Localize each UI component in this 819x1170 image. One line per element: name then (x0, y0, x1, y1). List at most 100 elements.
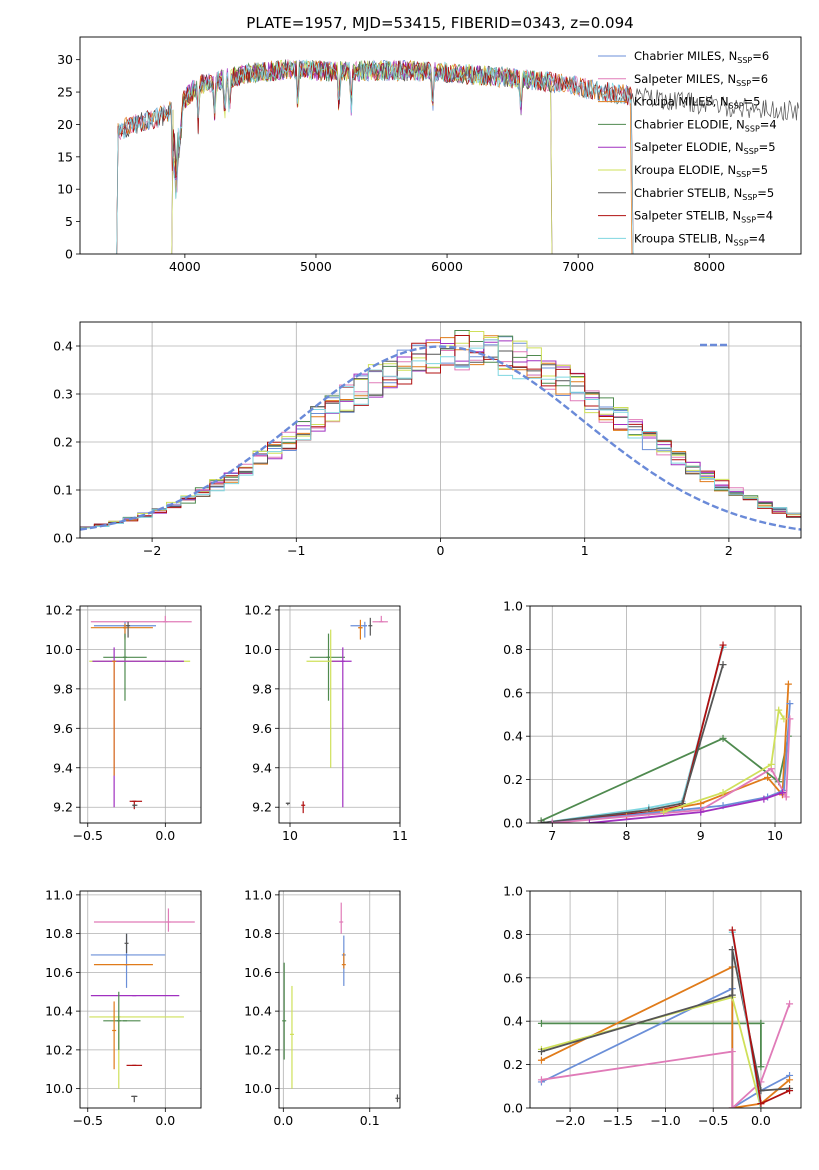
histogram-series-line (80, 348, 801, 529)
y-tick-label: 0.4 (503, 1014, 523, 1029)
x-tick-label: −0.5 (698, 1113, 728, 1128)
legend-entry: Chabrier STELIB, NSSP=5 (634, 186, 774, 202)
legend-entry: Chabrier ELODIE, NSSP=4 (634, 117, 777, 133)
data-point-marker (719, 789, 727, 797)
x-tick-label: 2 (725, 543, 733, 558)
histogram-series-line (80, 335, 801, 529)
y-tick-label: 0.8 (503, 927, 523, 942)
y-tick-label: 10.2 (45, 602, 73, 617)
y-tick-label: 0.1 (53, 483, 73, 498)
y-tick-label: 1.0 (503, 599, 523, 614)
series-line (541, 965, 791, 1108)
data-point-marker (728, 926, 736, 934)
y-tick-label: 9.4 (252, 760, 272, 775)
y-tick-label: 10.0 (244, 1081, 272, 1096)
series-line (540, 664, 724, 823)
y-tick-label: 30 (57, 52, 73, 67)
axes-frame (79, 890, 202, 1109)
y-tick-label: 0.0 (503, 816, 523, 831)
y-tick-label: 5 (65, 214, 73, 229)
y-tick-label: 0.0 (53, 531, 73, 546)
legend-entry: Salpeter STELIB, NSSP=4 (634, 209, 773, 225)
y-tick-label: 9.6 (53, 721, 73, 736)
data-point-marker (537, 1048, 545, 1056)
y-tick-label: 9.6 (252, 721, 272, 736)
y-tick-label: 9.8 (252, 681, 272, 696)
spectrum-series-line (116, 58, 634, 254)
y-tick-label: 10.4 (45, 1004, 73, 1019)
data-point-marker (719, 661, 727, 669)
y-tick-label: 25 (57, 85, 73, 100)
legend-entry: Kroupa ELODIE, NSSP=5 (634, 163, 768, 179)
data-point-marker (778, 789, 786, 797)
y-tick-label: 10.4 (244, 1004, 272, 1019)
spectrum-series-line (171, 60, 553, 254)
data-point-marker (537, 1019, 545, 1027)
y-tick-label: 1.0 (503, 884, 523, 899)
data-point-marker (760, 795, 768, 803)
x-tick-label: −1.5 (603, 1113, 633, 1128)
x-tick-label: 6000 (431, 259, 463, 274)
x-tick-label: 11 (392, 828, 408, 843)
residual-histogram-panel: −2 −1 0 1 2 0.0 0.1 0.2 0.3 0.4 (53, 321, 802, 558)
series-line (589, 791, 783, 823)
x-tick-label: 1 (581, 543, 589, 558)
axes-frame (79, 321, 802, 539)
data-point-marker (775, 706, 783, 714)
data-point-marker (784, 680, 792, 688)
data-point-marker (697, 808, 705, 816)
y-tick-label: 0.2 (503, 772, 523, 787)
spectrum-series-line (116, 60, 634, 254)
data-point-marker (767, 760, 775, 768)
axes-frame (278, 890, 401, 1109)
data-point-marker (537, 1056, 545, 1064)
y-tick-label: 0.0 (503, 1101, 523, 1116)
mass-vs-ebv-panel: 0.0 0.1 10.0 10.2 10.4 10.6 10.8 11.0 (244, 887, 401, 1128)
y-tick-label: 0 (65, 247, 73, 262)
axes-frame (79, 36, 802, 255)
x-tick-label: 7000 (562, 259, 594, 274)
y-tick-label: 9.4 (53, 760, 73, 775)
axes-frame (529, 605, 802, 824)
x-tick-label: 8 (623, 828, 631, 843)
x-tick-label: 0.0 (273, 1113, 293, 1128)
series-line (540, 646, 724, 823)
y-tick-label: 10 (57, 182, 73, 197)
y-tick-label: 10.2 (244, 1042, 272, 1057)
x-tick-label: −0.5 (73, 828, 103, 843)
x-tick-label: −1.0 (650, 1113, 680, 1128)
age-vs-mass-panel: 10 11 9.2 9.4 9.6 9.8 10.0 10.2 (244, 602, 408, 843)
data-point-marker (728, 1048, 736, 1056)
x-tick-label: 0 (437, 543, 445, 558)
data-point-marker (537, 819, 545, 823)
x-tick-label: 4000 (169, 259, 201, 274)
data-point-marker (764, 773, 772, 781)
data-point-marker (585, 819, 593, 823)
data-point-marker (728, 991, 736, 999)
y-tick-label: 0.6 (503, 970, 523, 985)
data-point-marker (757, 1063, 765, 1071)
y-tick-label: 10.0 (244, 642, 272, 657)
y-tick-label: 10.6 (244, 965, 272, 980)
y-tick-label: 10.2 (244, 602, 272, 617)
mass-weight-vs-age-panel: 7 8 9 10 0.0 0.2 0.4 0.6 0.8 1.0 (503, 599, 802, 843)
data-point-marker (786, 1000, 794, 1008)
data-point-marker (786, 1087, 794, 1095)
data-point-marker (757, 1019, 765, 1027)
y-tick-label: 10.2 (45, 1042, 73, 1057)
x-tick-label: 9 (697, 828, 705, 843)
x-tick-label: 8000 (693, 259, 725, 274)
x-tick-label: 0.0 (751, 1113, 771, 1128)
y-tick-label: 10.8 (45, 926, 73, 941)
y-tick-label: 9.2 (53, 800, 73, 815)
x-tick-label: −0.5 (73, 1113, 103, 1128)
x-tick-label: 0.0 (155, 1113, 175, 1128)
x-tick-label: 7 (548, 828, 556, 843)
data-point-marker (719, 641, 727, 649)
data-point-marker (660, 808, 668, 816)
y-tick-label: 11.0 (45, 887, 73, 902)
axes-frame (79, 605, 202, 824)
mass-weight-vs-metallicity-panel: −2.0 −1.5 −1.0 −0.5 0.0 0.0 0.2 0.4 0.6 0.8 1.0 (503, 884, 802, 1128)
spectrum-panel: 4000 5000 6000 7000 8000 0 5 10 15 20 25 30 Chabrier… (57, 36, 802, 274)
